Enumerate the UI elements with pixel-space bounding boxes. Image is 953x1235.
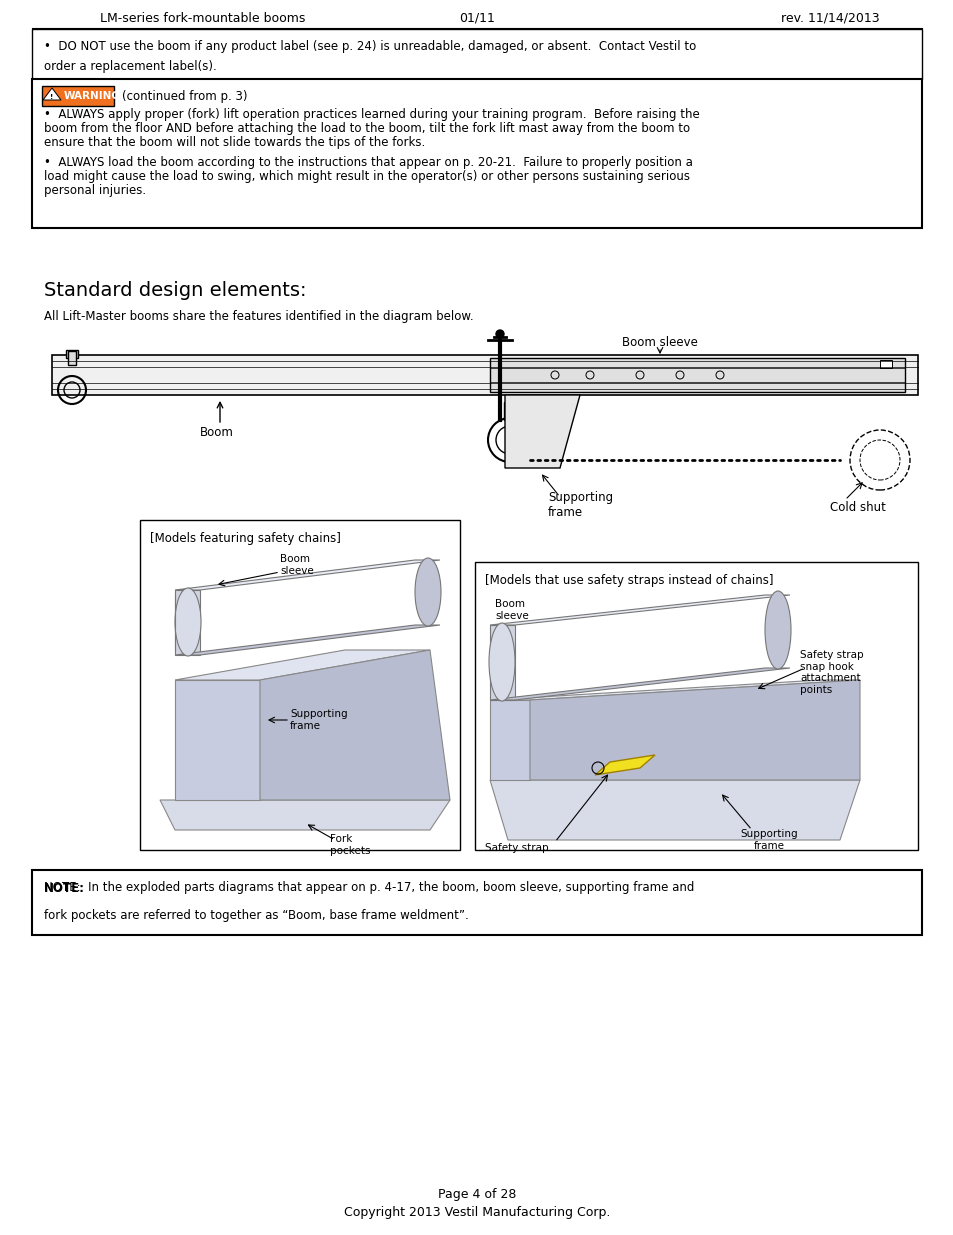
Polygon shape xyxy=(490,680,859,700)
Polygon shape xyxy=(174,625,439,655)
Text: boom from the floor AND before attaching the load to the boom, tilt the fork lif: boom from the floor AND before attaching… xyxy=(44,121,689,135)
Text: (continued from p. 3): (continued from p. 3) xyxy=(122,89,247,103)
Polygon shape xyxy=(490,700,530,781)
Ellipse shape xyxy=(764,592,790,669)
Text: Page 4 of 28: Page 4 of 28 xyxy=(437,1188,516,1202)
Polygon shape xyxy=(490,625,515,700)
Text: Standard design elements:: Standard design elements: xyxy=(44,280,306,300)
Polygon shape xyxy=(174,650,430,680)
Bar xyxy=(32,28,921,79)
Text: [Models that use safety straps instead of chains]: [Models that use safety straps instead o… xyxy=(484,574,773,587)
Text: Boom sleeve: Boom sleeve xyxy=(621,336,698,348)
Polygon shape xyxy=(490,595,789,625)
Text: order a replacement label(s).: order a replacement label(s). xyxy=(44,59,216,73)
Polygon shape xyxy=(504,395,579,468)
Polygon shape xyxy=(595,755,655,776)
Text: NOTE:: NOTE: xyxy=(44,882,85,894)
Text: personal injuries.: personal injuries. xyxy=(44,184,146,196)
Bar xyxy=(52,354,917,395)
Text: Boom: Boom xyxy=(200,426,233,438)
Text: All Lift-Master booms share the features identified in the diagram below.: All Lift-Master booms share the features… xyxy=(44,310,473,322)
Text: LM-series fork-mountable booms: LM-series fork-mountable booms xyxy=(100,11,305,25)
Bar xyxy=(140,520,459,850)
Text: Supporting
frame: Supporting frame xyxy=(740,829,797,851)
Text: Copyright 2013 Vestil Manufacturing Corp.: Copyright 2013 Vestil Manufacturing Corp… xyxy=(343,1207,610,1219)
Bar xyxy=(32,869,921,935)
Text: 01/11: 01/11 xyxy=(458,11,495,25)
Polygon shape xyxy=(174,590,200,655)
Text: rev. 11/14/2013: rev. 11/14/2013 xyxy=(781,11,879,25)
Text: •  ALWAYS load the boom according to the instructions that appear on p. 20-21.  : • ALWAYS load the boom according to the … xyxy=(44,156,692,168)
Ellipse shape xyxy=(415,558,440,626)
Bar xyxy=(475,562,917,850)
Polygon shape xyxy=(174,680,260,800)
Bar xyxy=(68,351,76,366)
Text: Boom
sleeve: Boom sleeve xyxy=(495,599,528,621)
Text: fork pockets are referred to together as “Boom, base frame weldment”.: fork pockets are referred to together as… xyxy=(44,909,468,923)
Polygon shape xyxy=(43,88,61,100)
Bar xyxy=(66,350,78,358)
Bar xyxy=(879,359,891,368)
Text: Safety strap
snap hook
attachment
points: Safety strap snap hook attachment points xyxy=(800,650,862,695)
Polygon shape xyxy=(490,781,859,840)
Ellipse shape xyxy=(174,588,201,656)
Polygon shape xyxy=(260,650,450,800)
Circle shape xyxy=(496,330,503,338)
Text: •  DO NOT use the boom if any product label (see p. 24) is unreadable, damaged, : • DO NOT use the boom if any product lab… xyxy=(44,40,696,53)
Polygon shape xyxy=(174,559,439,590)
Text: ensure that the boom will not slide towards the tips of the forks.: ensure that the boom will not slide towa… xyxy=(44,136,425,148)
Bar xyxy=(490,358,904,391)
Text: Supporting
frame: Supporting frame xyxy=(547,492,613,519)
Text: Fork
pockets: Fork pockets xyxy=(330,834,370,856)
Text: Cold shut: Cold shut xyxy=(829,500,885,514)
Text: [Models featuring safety chains]: [Models featuring safety chains] xyxy=(150,532,340,545)
Polygon shape xyxy=(490,668,789,700)
Polygon shape xyxy=(530,680,859,781)
Text: Supporting
frame: Supporting frame xyxy=(290,709,347,731)
Text: NOTE:  In the exploded parts diagrams that appear on p. 4-17, the boom, boom sle: NOTE: In the exploded parts diagrams tha… xyxy=(44,882,694,894)
Text: •  ALWAYS apply proper (fork) lift operation practices learned during your train: • ALWAYS apply proper (fork) lift operat… xyxy=(44,107,699,121)
Bar xyxy=(32,79,921,228)
Polygon shape xyxy=(160,800,450,830)
Text: Safety strap: Safety strap xyxy=(484,844,548,853)
Bar xyxy=(42,86,113,106)
Text: WARNING: WARNING xyxy=(64,91,121,101)
Text: !: ! xyxy=(51,94,53,100)
Text: load might cause the load to swing, which might result in the operator(s) or oth: load might cause the load to swing, whic… xyxy=(44,169,689,183)
Bar xyxy=(503,403,516,420)
Ellipse shape xyxy=(489,622,515,701)
Text: Boom
sleeve: Boom sleeve xyxy=(280,555,314,576)
